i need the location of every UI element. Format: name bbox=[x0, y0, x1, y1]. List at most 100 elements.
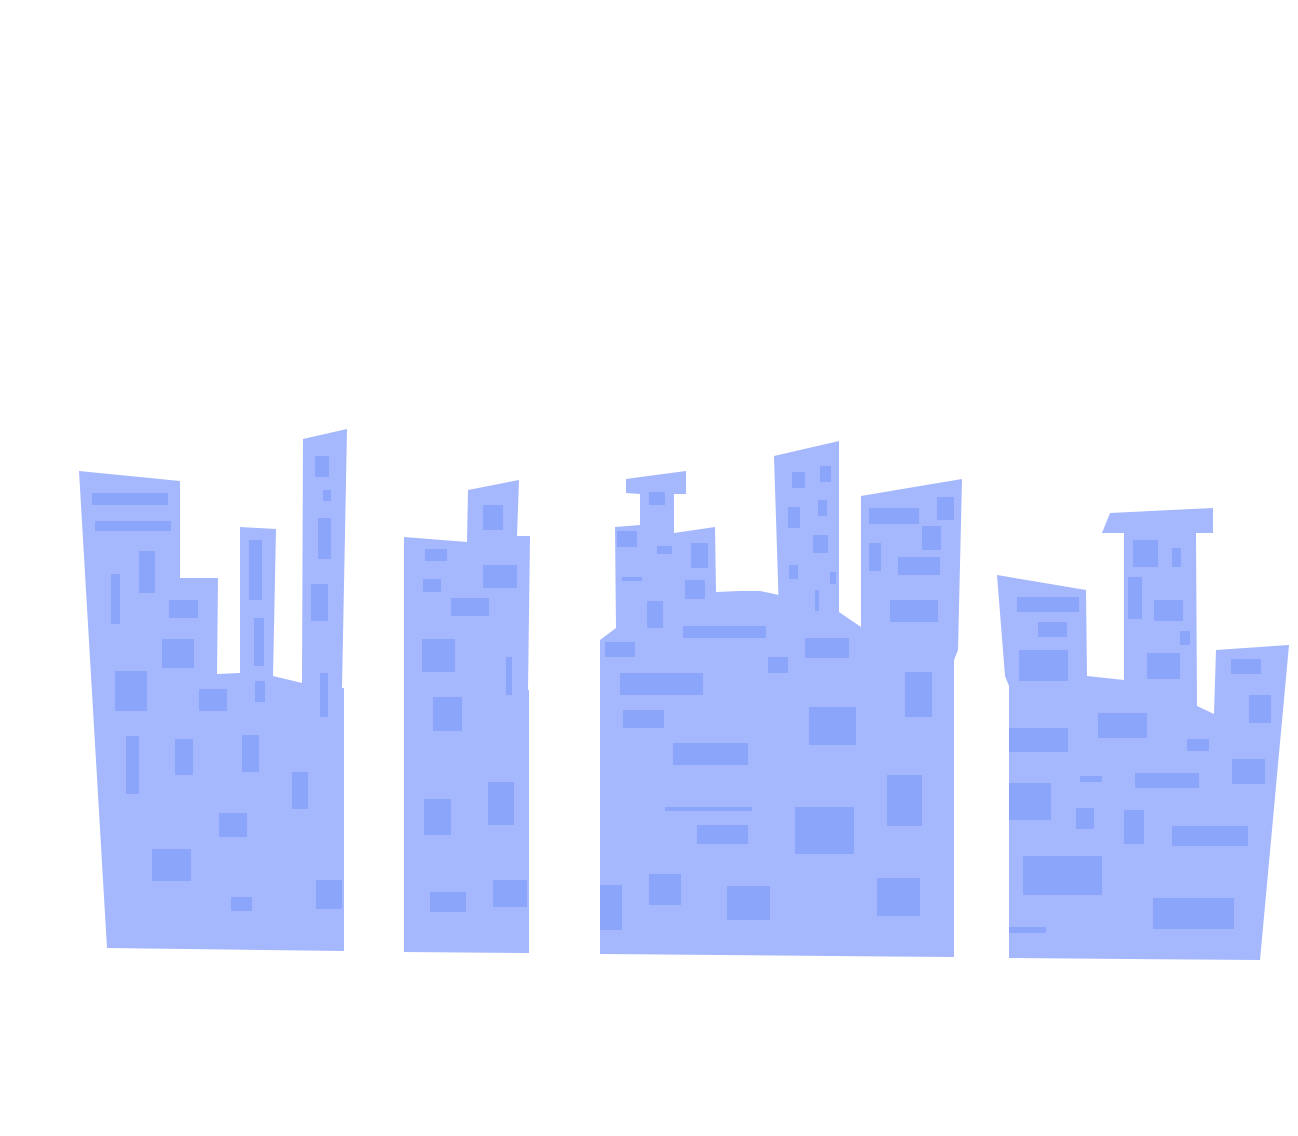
window bbox=[199, 689, 227, 711]
window bbox=[311, 584, 328, 621]
window bbox=[315, 456, 329, 477]
window bbox=[1153, 898, 1234, 929]
window bbox=[92, 493, 168, 505]
window bbox=[1023, 856, 1102, 895]
window bbox=[451, 598, 489, 616]
window bbox=[422, 639, 455, 672]
window bbox=[922, 526, 941, 550]
window bbox=[683, 626, 766, 638]
window bbox=[665, 807, 752, 811]
window bbox=[1076, 808, 1094, 829]
window bbox=[1232, 759, 1265, 784]
window bbox=[647, 601, 663, 628]
building-group-right bbox=[997, 508, 1289, 960]
window bbox=[1128, 577, 1142, 619]
window bbox=[1009, 728, 1068, 752]
window bbox=[622, 577, 642, 581]
window bbox=[219, 813, 247, 837]
window bbox=[789, 565, 798, 579]
window bbox=[1172, 826, 1248, 846]
window bbox=[623, 710, 664, 728]
window bbox=[805, 638, 849, 658]
window bbox=[249, 540, 262, 600]
window bbox=[1019, 650, 1068, 681]
window bbox=[869, 508, 919, 524]
window bbox=[169, 600, 198, 618]
window bbox=[813, 535, 828, 553]
window bbox=[869, 543, 881, 571]
window bbox=[1017, 597, 1079, 612]
window bbox=[605, 642, 635, 657]
window bbox=[830, 572, 836, 584]
building-group-left bbox=[79, 429, 347, 951]
window bbox=[792, 472, 805, 488]
window bbox=[657, 546, 672, 554]
window bbox=[1124, 810, 1144, 844]
window bbox=[255, 681, 265, 702]
window bbox=[649, 874, 681, 905]
window bbox=[1009, 927, 1046, 933]
building-group-narrow bbox=[404, 480, 530, 953]
window bbox=[493, 880, 527, 907]
window bbox=[139, 551, 155, 593]
window bbox=[433, 697, 462, 731]
window-set bbox=[92, 456, 342, 911]
window bbox=[890, 600, 938, 622]
window bbox=[818, 500, 827, 516]
window bbox=[877, 878, 920, 916]
window bbox=[425, 549, 447, 561]
window bbox=[126, 736, 139, 794]
window bbox=[697, 825, 748, 844]
window bbox=[691, 543, 708, 568]
window bbox=[1038, 622, 1067, 637]
window-set bbox=[1009, 540, 1271, 933]
window bbox=[1187, 739, 1209, 751]
window bbox=[430, 892, 466, 912]
window bbox=[795, 807, 854, 854]
window bbox=[905, 672, 932, 717]
window bbox=[115, 671, 147, 711]
window bbox=[1098, 713, 1147, 738]
window bbox=[1180, 631, 1190, 645]
window bbox=[1249, 695, 1271, 723]
building-group-center bbox=[600, 441, 962, 957]
window bbox=[1080, 776, 1102, 782]
window bbox=[318, 518, 331, 559]
window bbox=[809, 707, 856, 745]
window bbox=[1172, 548, 1181, 567]
window bbox=[887, 775, 922, 826]
window bbox=[1135, 773, 1199, 788]
window bbox=[673, 743, 748, 765]
window bbox=[292, 772, 308, 809]
window bbox=[685, 580, 705, 599]
window bbox=[937, 497, 954, 520]
window bbox=[254, 618, 264, 666]
window bbox=[1231, 659, 1261, 674]
window bbox=[1154, 600, 1183, 621]
window bbox=[506, 657, 512, 695]
window bbox=[424, 799, 451, 835]
window bbox=[488, 782, 514, 825]
window bbox=[242, 735, 259, 772]
window bbox=[1133, 540, 1158, 567]
window bbox=[320, 673, 328, 717]
window bbox=[768, 657, 788, 673]
window-set bbox=[600, 466, 954, 930]
window bbox=[820, 466, 831, 482]
window bbox=[1009, 783, 1051, 820]
window bbox=[162, 639, 194, 668]
window bbox=[649, 492, 665, 505]
window bbox=[600, 885, 622, 930]
window bbox=[483, 505, 503, 530]
window bbox=[898, 557, 940, 575]
window bbox=[617, 531, 637, 547]
window bbox=[727, 886, 770, 920]
window bbox=[316, 880, 342, 909]
window bbox=[1147, 653, 1180, 679]
window bbox=[95, 521, 171, 531]
window bbox=[620, 673, 703, 695]
window-set bbox=[422, 505, 527, 912]
window bbox=[175, 739, 193, 775]
window bbox=[231, 897, 252, 911]
